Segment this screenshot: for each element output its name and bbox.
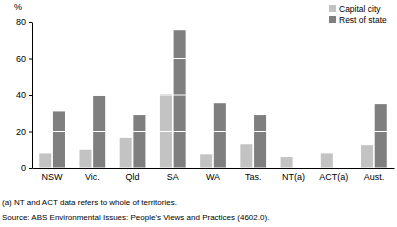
y-tick-mark <box>29 95 32 96</box>
x-tick: SA <box>167 168 179 182</box>
x-tick-label: NT(a) <box>282 172 305 182</box>
legend-item: Rest of state <box>329 15 387 25</box>
x-tick-label: NSW <box>42 172 64 182</box>
x-tick: NT(a) <box>282 168 305 182</box>
y-tick: 80 <box>16 17 32 27</box>
legend-swatch <box>329 5 336 12</box>
bar <box>53 111 65 168</box>
y-tick-label: 20 <box>16 127 26 137</box>
x-tick: Tas. <box>245 168 262 182</box>
bar <box>39 153 51 168</box>
x-tick-label: Tas. <box>245 172 262 182</box>
bar <box>120 138 132 168</box>
x-tick: Qld <box>126 168 140 182</box>
grid-line <box>32 168 394 169</box>
grid-line <box>32 95 394 96</box>
bar <box>254 115 266 168</box>
x-tick-label: ACT(a) <box>319 172 348 182</box>
bars <box>39 30 387 168</box>
grid <box>32 22 394 168</box>
bar <box>200 154 212 168</box>
annotation: (a) NT and ACT data refers to whole of t… <box>2 198 177 207</box>
x-tick-label: Aust. <box>364 172 385 182</box>
bar <box>321 153 333 168</box>
x-tick: Vic. <box>85 168 100 182</box>
y-axis-line <box>32 23 33 169</box>
bar <box>214 103 226 168</box>
y-tick-mark <box>29 168 32 169</box>
grid-line <box>32 58 394 59</box>
y-tick-mark <box>29 59 32 60</box>
y-tick: 20 <box>16 127 32 137</box>
chart: 0 20 40 60 80 NSW Vic. Qld SA WA Tas. NT(a) ACT(a) Au… <box>0 0 397 227</box>
y-tick-mark <box>29 22 32 23</box>
bar <box>240 144 252 168</box>
x-tick-label: Qld <box>126 172 140 182</box>
y-tick-mark <box>29 132 32 133</box>
x-tick-label: Vic. <box>85 172 100 182</box>
bar <box>361 145 373 168</box>
legend-label: Rest of state <box>339 15 387 25</box>
y-tick-label: 60 <box>16 54 26 64</box>
bar <box>375 104 387 168</box>
y-tick-label: 40 <box>16 90 26 100</box>
legend-label: Capital city <box>339 4 381 14</box>
bar <box>281 157 293 168</box>
legend: Capital cityRest of state <box>329 4 387 25</box>
x-tick-label: WA <box>206 172 220 182</box>
legend-swatch <box>329 16 336 23</box>
x-tick: Aust. <box>364 168 385 182</box>
bar <box>79 150 91 168</box>
x-axis: NSW Vic. Qld SA WA Tas. NT(a) ACT(a) Aust. <box>33 168 395 182</box>
x-tick: NSW <box>42 168 64 182</box>
annotation: Source: ABS Environmental Issues: People… <box>2 213 269 222</box>
y-tick: 0 <box>21 163 32 173</box>
x-tick: ACT(a) <box>319 168 348 182</box>
x-tick: WA <box>206 168 220 182</box>
plot-area: 0 20 40 60 80 NSW Vic. Qld SA WA Tas. NT(a) ACT(a) Au… <box>16 17 395 182</box>
bar <box>174 30 186 168</box>
bar <box>133 115 145 168</box>
y-axis: 0 20 40 60 80 <box>16 17 33 173</box>
y-axis-title: % <box>14 2 22 12</box>
grid-line <box>32 131 394 132</box>
x-tick-label: SA <box>167 172 179 182</box>
x-axis-line <box>33 168 395 169</box>
y-tick-label: 80 <box>16 17 26 27</box>
y-tick: 60 <box>16 54 32 64</box>
y-tick: 40 <box>16 90 32 100</box>
legend-item: Capital city <box>329 4 381 14</box>
y-tick-label: 0 <box>21 163 26 173</box>
